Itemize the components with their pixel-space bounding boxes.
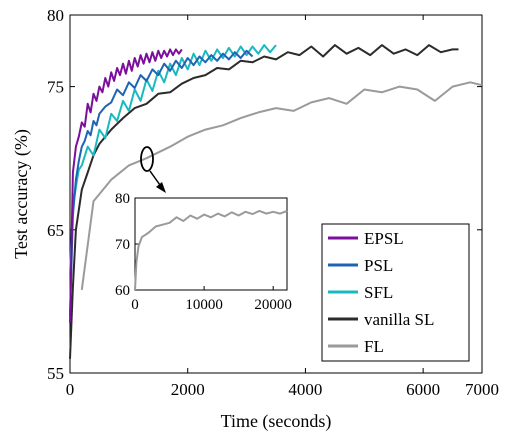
legend-label: EPSL xyxy=(364,229,404,248)
inset-series xyxy=(134,209,288,291)
zoom-arrowhead xyxy=(156,182,166,193)
series-line-epsl xyxy=(69,48,183,323)
series-line-fl xyxy=(80,81,483,291)
x-tick-label: 2000 xyxy=(171,380,205,399)
legend-label: PSL xyxy=(364,256,393,275)
y-tick-label: 55 xyxy=(47,364,64,383)
x-tick-label: 6000 xyxy=(406,380,440,399)
inset-x-ticks: 0 10000 20000 xyxy=(131,286,292,313)
series-line-vanilla-sl xyxy=(69,44,459,359)
inset-y-tick-label: 70 xyxy=(115,237,130,253)
legend-label: SFL xyxy=(364,283,393,302)
inset-background xyxy=(134,197,288,291)
main-plot-frame xyxy=(69,14,483,374)
legend-label: FL xyxy=(364,337,384,356)
inset-x-tick-label: 10000 xyxy=(185,297,223,313)
x-tick-label: 4000 xyxy=(288,380,322,399)
main-series xyxy=(69,44,483,359)
x-tick-label: 0 xyxy=(66,380,75,399)
inset-series-line xyxy=(134,209,288,291)
y-tick-label: 75 xyxy=(47,78,64,97)
series-line-sfl xyxy=(69,44,277,273)
x-tick-label: 7000 xyxy=(465,380,499,399)
inset-y-ticks: 60 70 80 xyxy=(115,191,139,299)
main-y-ticks: 55 65 75 80 xyxy=(47,6,482,383)
y-axis-label: Test accuracy (%) xyxy=(11,129,32,259)
main-x-ticks: 0 2000 4000 6000 7000 xyxy=(66,15,499,399)
legend: EPSL PSL SFL vanilla SL FL xyxy=(321,223,470,362)
x-axis-label: Time (seconds) xyxy=(221,411,332,432)
inset-x-tick-label: 0 xyxy=(131,297,139,313)
y-tick-label: 65 xyxy=(47,221,64,240)
legend-label: vanilla SL xyxy=(364,310,434,329)
zoom-ellipse xyxy=(140,146,154,172)
inset-y-tick-label: 80 xyxy=(115,191,130,207)
series-line-psl xyxy=(69,49,254,316)
y-tick-label: 80 xyxy=(47,6,64,25)
zoom-arrow xyxy=(149,170,161,186)
inset-x-tick-label: 20000 xyxy=(254,297,292,313)
inset-y-tick-label: 60 xyxy=(115,283,130,299)
